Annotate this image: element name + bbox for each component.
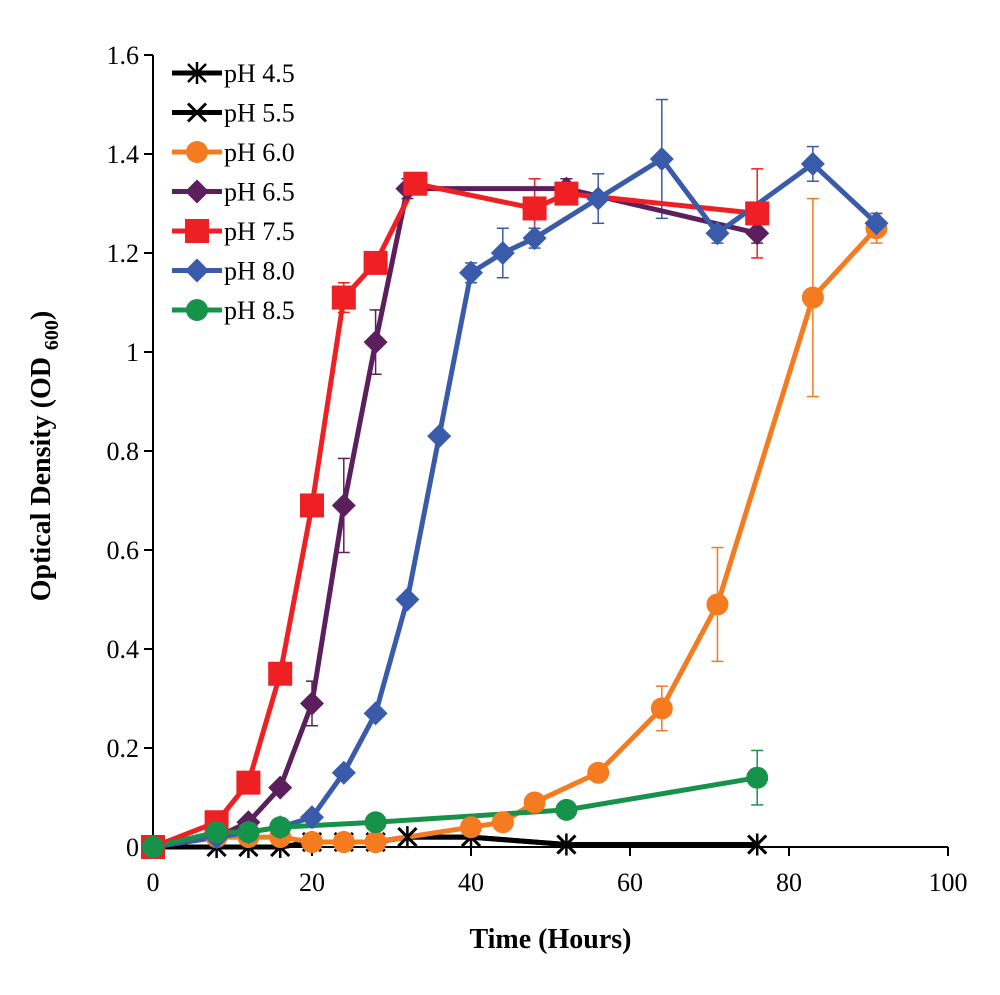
x-tick-label: 100 <box>929 868 968 897</box>
point-ph-8-5 <box>237 821 260 844</box>
point-ph-6-5 <box>300 691 324 716</box>
y-tick-label: 0.6 <box>107 536 140 565</box>
legend-marker <box>185 179 209 204</box>
data-markers <box>141 146 889 859</box>
point-ph-7-5 <box>300 493 324 518</box>
point-ph-7-5 <box>554 181 579 206</box>
legend-label: pH 8.0 <box>224 257 295 286</box>
point-ph-7-5 <box>363 250 388 275</box>
legend-item-ph-8-5: pH 8.5 <box>172 296 295 325</box>
point-ph-6-0 <box>706 593 729 616</box>
legend-marker <box>186 102 208 123</box>
legend-marker <box>186 141 208 163</box>
point-ph-8-0 <box>586 186 611 211</box>
point-ph-8-0 <box>300 805 324 830</box>
legend-label: pH 4.5 <box>224 59 295 88</box>
point-ph-6-0 <box>491 811 514 834</box>
y-axis-title-subscript: 600 <box>41 320 63 350</box>
y-tick-label: 1.6 <box>107 41 140 70</box>
x-tick-label: 80 <box>776 868 802 897</box>
legend: pH 4.5 pH 5.5 pH 6.0 pH 6.5 pH 7.5 pH 8.0 pH 8… <box>172 59 295 325</box>
point-ph-6-0 <box>523 791 546 814</box>
x-tick-label: 40 <box>458 868 484 897</box>
point-ph-6-0 <box>301 831 323 854</box>
legend-label: pH 8.5 <box>224 296 295 325</box>
legend-item-ph-7-5: pH 7.5 <box>172 217 295 246</box>
point-ph-8-5 <box>555 798 578 821</box>
y-tick-label: 0.2 <box>107 734 140 763</box>
point-ph-8-5 <box>364 811 387 834</box>
point-ph-7-5 <box>331 285 356 310</box>
point-ph-6-0 <box>587 761 610 784</box>
point-ph-5-5 <box>747 834 768 855</box>
point-ph-6-0 <box>364 831 387 854</box>
point-ph-8-0 <box>331 760 356 785</box>
point-ph-8-0 <box>395 587 420 612</box>
point-ph-7-5 <box>522 196 547 221</box>
y-tick-label: 0.4 <box>107 635 140 664</box>
point-ph-8-5 <box>142 836 164 858</box>
point-ph-8-0 <box>459 260 483 285</box>
y-axis-title: Optical Density (OD 600) <box>26 311 63 602</box>
point-ph-6-5 <box>331 493 356 518</box>
axes: 0 20 40 60 80 100 0 0.2 0.4 0.6 0.8 1 1.2 1.4 1.6 <box>107 41 968 897</box>
x-tick-label: 20 <box>299 868 325 897</box>
point-ph-6-5 <box>745 221 770 246</box>
point-ph-7-5 <box>745 201 770 226</box>
y-axis-title-main: Optical Density (OD <box>26 350 57 601</box>
y-tick-label: 1.2 <box>107 239 140 268</box>
legend-label: pH 5.5 <box>224 99 295 128</box>
point-ph-8-0 <box>427 424 452 449</box>
legend-label: pH 6.0 <box>224 138 295 167</box>
point-ph-8-0 <box>522 226 547 251</box>
y-tick-label: 1.4 <box>107 140 140 169</box>
point-ph-8-0 <box>864 211 889 236</box>
legend-marker <box>185 258 209 283</box>
point-ph-6-0 <box>332 831 355 854</box>
legend-item-ph-8-0: pH 8.0 <box>172 257 295 286</box>
point-ph-6-0 <box>460 816 482 839</box>
x-axis-title: Time (Hours) <box>469 924 631 955</box>
point-ph-7-5 <box>236 770 261 795</box>
point-ph-8-5 <box>205 821 228 844</box>
legend-item-ph-4-5: pH 4.5 <box>172 59 295 88</box>
point-ph-7-5 <box>268 661 293 686</box>
point-ph-8-5 <box>269 816 292 839</box>
point-ph-8-0 <box>649 146 674 171</box>
point-ph-8-0 <box>490 241 515 265</box>
point-ph-6-5 <box>268 775 293 800</box>
x-tick-label: 0 <box>147 868 160 897</box>
legend-item-ph-5-5: pH 5.5 <box>172 99 295 128</box>
legend-marker <box>187 62 207 84</box>
y-axis-title-close: ) <box>26 311 57 320</box>
legend-label: pH 6.5 <box>224 178 295 207</box>
point-ph-6-5 <box>363 330 388 355</box>
point-ph-6-0 <box>650 697 673 720</box>
point-ph-6-0 <box>801 286 824 309</box>
x-tick-label: 60 <box>617 868 643 897</box>
point-ph-7-5 <box>403 171 428 196</box>
legend-marker <box>186 299 208 321</box>
point-ph-8-0 <box>705 221 730 246</box>
point-ph-8-0 <box>800 151 825 176</box>
legend-marker <box>185 219 209 243</box>
y-tick-label: 0.8 <box>107 437 140 466</box>
legend-item-ph-6-0: pH 6.0 <box>172 138 295 167</box>
point-ph-5-5 <box>556 834 577 855</box>
y-tick-label: 0 <box>126 833 139 862</box>
legend-item-ph-6-5: pH 6.5 <box>172 178 295 207</box>
error-bars <box>242 98 883 833</box>
point-ph-8-0 <box>363 701 388 726</box>
point-ph-5-5 <box>397 827 418 848</box>
point-ph-8-5 <box>746 766 769 789</box>
series-line-ph-6-5 <box>152 186 758 850</box>
y-tick-label: 1 <box>126 338 139 367</box>
legend-label: pH 7.5 <box>224 217 295 246</box>
